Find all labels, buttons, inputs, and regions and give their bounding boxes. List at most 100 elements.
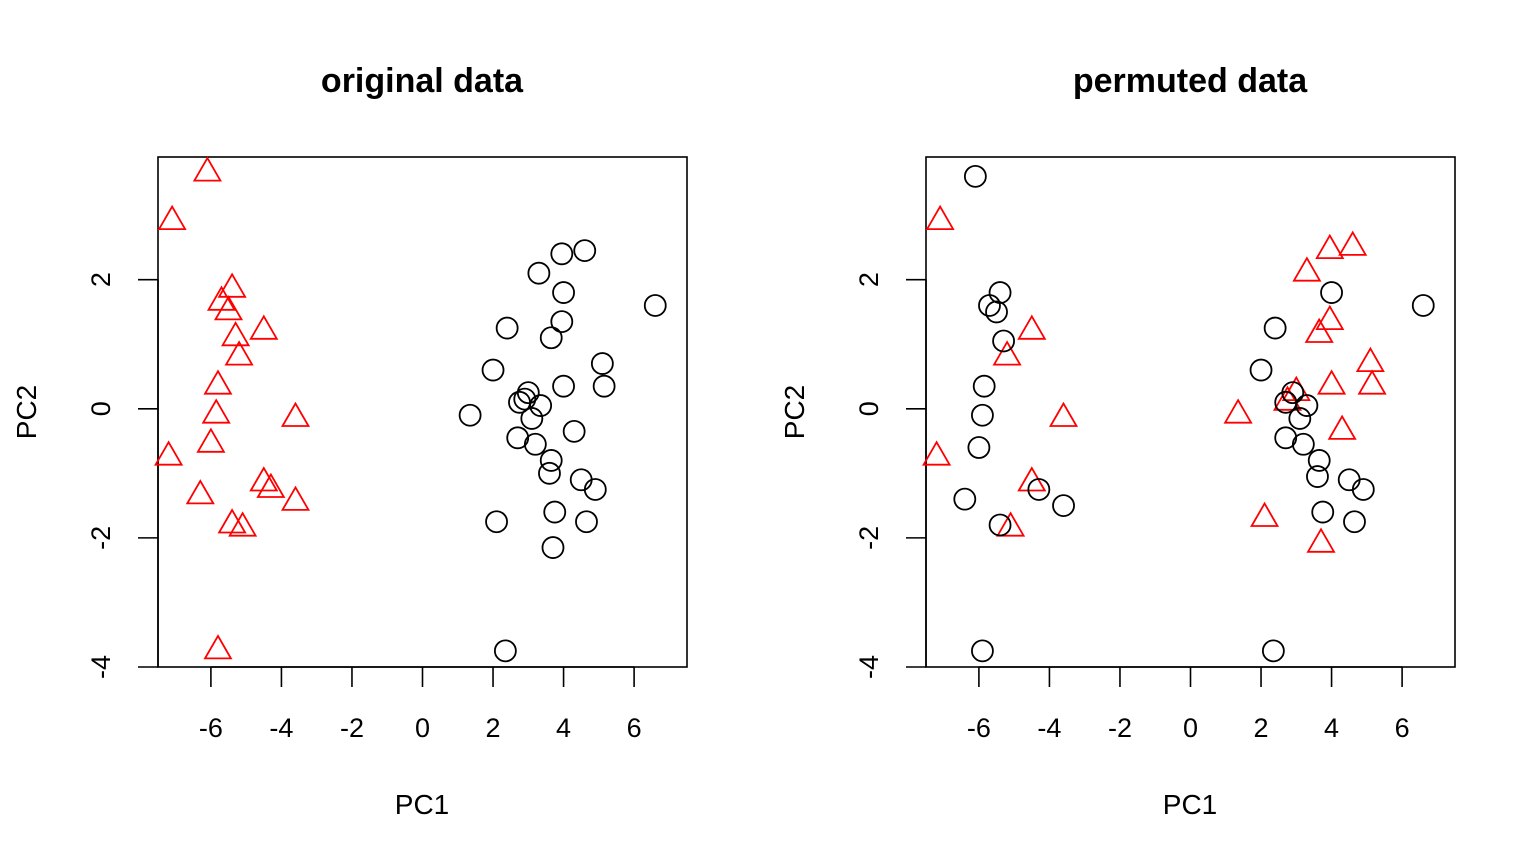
circle-point: [1306, 465, 1329, 488]
circle-point: [1343, 510, 1366, 534]
circle-point: [493, 639, 517, 663]
triangle-point: [157, 204, 187, 231]
circle-point: [643, 294, 667, 317]
y-tick-label: -2: [86, 526, 116, 550]
x-tick-label: -4: [1037, 713, 1061, 743]
triangle-point: [213, 295, 244, 321]
circle-point: [538, 461, 561, 485]
data-points: [154, 156, 667, 663]
triangle-point: [203, 634, 233, 660]
x-tick-label: 0: [1183, 713, 1198, 743]
circle-point: [1263, 316, 1287, 340]
x-axis-label: PC1: [1163, 789, 1217, 820]
triangle-point: [1304, 317, 1334, 343]
circle-point: [552, 281, 575, 304]
circle-point: [992, 329, 1015, 353]
triangle-point: [224, 340, 254, 366]
x-tick-label: -6: [967, 713, 991, 743]
circle-point: [1337, 468, 1361, 492]
circle-point: [495, 316, 519, 340]
circle-point: [539, 449, 563, 472]
circle-point: [562, 419, 586, 443]
circle-point: [1249, 358, 1273, 382]
triangle-point: [1306, 527, 1336, 553]
triangle-point: [249, 314, 279, 340]
circle-point: [529, 394, 553, 417]
y-axis: -4 -2 0 2: [854, 272, 927, 679]
plot-frame: [157, 156, 688, 668]
circle-point: [541, 536, 565, 559]
x-tick-label: -4: [269, 713, 293, 743]
circle-point: [971, 639, 994, 663]
triangle-point: [1223, 398, 1253, 424]
circle-point: [573, 239, 597, 263]
circle-point: [523, 432, 547, 456]
triangle-point: [1355, 346, 1385, 373]
circle-point: [1291, 432, 1315, 456]
circle-point: [988, 513, 1012, 537]
y-axis-label: PC2: [11, 385, 42, 439]
circle-point: [485, 510, 508, 534]
circle-point: [953, 487, 977, 511]
triangle-point: [221, 321, 251, 347]
circle-point: [1295, 394, 1319, 417]
triangle-point: [1272, 385, 1303, 411]
circle-point: [481, 358, 505, 382]
circle-point: [527, 261, 551, 285]
triangle-point: [217, 508, 247, 534]
chart-panel-permuted: permuted data -6 -4 -2 0 2 4 6 -4 -2 0 2 PC1 PC2: [779, 62, 1456, 820]
triangle-point: [203, 369, 233, 395]
x-tick-label: -2: [340, 713, 364, 743]
x-axis: -6 -4 -2 0 2 4 6: [967, 666, 1410, 743]
circle-point: [1320, 281, 1343, 304]
triangle-point: [201, 398, 231, 424]
circle-point: [967, 436, 991, 459]
y-tick-label: -4: [854, 655, 884, 679]
triangle-point: [996, 511, 1026, 537]
triangle-point: [1327, 414, 1357, 440]
circle-point: [550, 242, 574, 266]
x-tick-label: -2: [1108, 713, 1132, 743]
circle-point: [520, 407, 544, 430]
circle-point: [583, 478, 607, 501]
x-tick-label: -6: [199, 713, 223, 743]
chart-title: permuted data: [1073, 62, 1308, 100]
circle-point: [963, 164, 987, 188]
circle-point: [458, 403, 482, 427]
circle-point: [543, 500, 567, 524]
y-tick-label: 2: [854, 272, 884, 287]
triangle-point: [1357, 369, 1387, 395]
x-tick-label: 6: [627, 713, 642, 743]
circle-point: [539, 326, 563, 350]
plot-frame: [925, 156, 1456, 668]
triangle-point: [228, 511, 258, 537]
x-tick-label: 4: [1324, 713, 1339, 743]
triangle-point: [280, 401, 311, 427]
circle-point: [978, 294, 1001, 317]
triangle-point: [256, 472, 286, 498]
triangle-point: [922, 440, 952, 466]
circle-point: [1027, 478, 1051, 501]
y-axis-label: PC2: [779, 385, 810, 439]
triangle-point: [1292, 256, 1322, 282]
circle-point: [1261, 639, 1285, 663]
x-tick-label: 0: [415, 713, 430, 743]
circle-point: [1411, 294, 1435, 317]
triangle-point: [217, 272, 247, 298]
triangle-point: [249, 466, 279, 492]
triangle-point: [1338, 230, 1368, 256]
circle-point: [972, 374, 996, 398]
triangle-point: [1048, 401, 1079, 427]
chart-title: original data: [321, 62, 524, 100]
x-axis: -6 -4 -2 0 2 4 6: [199, 666, 642, 743]
x-tick-label: 4: [556, 713, 571, 743]
y-tick-label: -2: [854, 526, 884, 550]
x-tick-label: 2: [486, 713, 501, 743]
y-tick-label: 2: [86, 272, 116, 287]
triangle-point: [154, 440, 184, 466]
data-points: [922, 164, 1435, 663]
triangle-point: [992, 340, 1022, 366]
circle-point: [985, 300, 1008, 324]
circle-point: [1052, 494, 1075, 518]
